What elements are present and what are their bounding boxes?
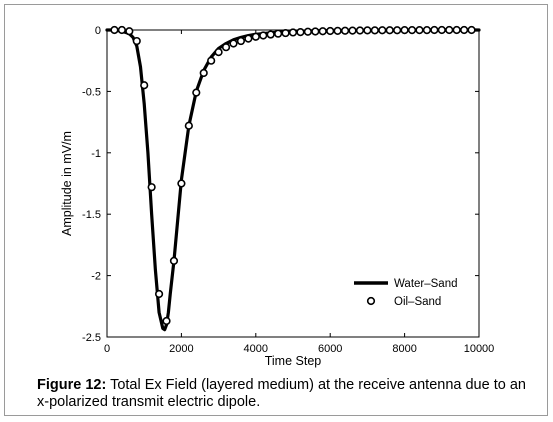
caption-text: Total Ex Field (layered medium) at the r…	[37, 377, 526, 410]
data-point-oil-sand	[340, 26, 350, 35]
data-point-oil-sand	[125, 27, 134, 36]
data-point-oil-sand	[259, 31, 268, 40]
data-point-oil-sand	[452, 25, 461, 35]
data-layer	[105, 25, 481, 332]
data-point-oil-sand	[407, 26, 417, 35]
x-tick-label: 6000	[318, 343, 342, 355]
legend: Water–Sand Oil–Sand	[354, 278, 458, 308]
figure-frame: 0 2000 4000 6000 8000 10000 0 -0.5 -1 -1.5 -2 -2.5 …	[4, 4, 548, 416]
data-point-oil-sand	[348, 26, 357, 35]
data-point-oil-sand	[281, 28, 290, 38]
data-point-oil-sand	[422, 26, 432, 35]
legend-marker-symbol	[366, 296, 376, 306]
data-point-oil-sand	[333, 26, 342, 35]
data-point-oil-sand	[318, 27, 327, 36]
data-point-oil-sand	[460, 25, 469, 35]
figure-caption: Figure 12: Total Ex Field (layered mediu…	[37, 377, 537, 411]
data-point-oil-sand	[192, 88, 201, 97]
data-point-oil-sand	[177, 179, 186, 188]
data-point-oil-sand	[266, 30, 275, 39]
data-point-oil-sand	[184, 121, 193, 130]
data-point-oil-sand	[467, 25, 476, 35]
x-tick-label: 0	[104, 343, 110, 355]
data-point-oil-sand	[236, 36, 246, 46]
y-tick-label: -2.5	[82, 332, 101, 344]
x-tick-label: 10000	[464, 343, 495, 355]
caption-label: Figure 12:	[37, 377, 107, 393]
data-point-oil-sand	[207, 56, 216, 65]
data-point-oil-sand	[355, 26, 365, 35]
y-tick-label: -1	[91, 148, 101, 160]
data-point-oil-sand	[311, 27, 320, 36]
data-point-oil-sand	[415, 26, 424, 35]
data-point-oil-sand	[110, 25, 119, 35]
data-point-oil-sand	[147, 183, 156, 192]
plot-box	[106, 29, 480, 338]
data-point-oil-sand	[437, 25, 446, 35]
data-point-oil-sand	[229, 39, 238, 48]
data-point-oil-sand	[296, 27, 305, 37]
data-point-oil-sand	[132, 36, 141, 46]
legend-label: Oil–Sand	[394, 296, 441, 308]
data-point-oil-sand	[140, 81, 149, 90]
x-tick-label: 8000	[392, 343, 416, 355]
data-point-oil-sand	[214, 48, 223, 57]
data-point-oil-sand	[288, 28, 298, 37]
data-point-oil-sand	[244, 34, 253, 43]
y-tick-label: -1.5	[82, 209, 101, 221]
data-point-oil-sand	[117, 25, 126, 35]
data-point-oil-sand	[221, 43, 231, 52]
x-tick-label: 2000	[169, 343, 193, 355]
x-tick-label: 4000	[244, 343, 268, 355]
data-point-oil-sand	[378, 26, 387, 35]
data-point-oil-sand	[303, 27, 312, 36]
data-point-oil-sand	[400, 26, 409, 35]
data-point-oil-sand	[430, 25, 439, 35]
y-tick-label: -0.5	[82, 86, 101, 98]
y-tick-label: 0	[95, 25, 101, 37]
data-point-oil-sand	[370, 26, 379, 35]
data-point-oil-sand	[162, 316, 171, 326]
data-point-oil-sand	[154, 289, 164, 299]
data-point-oil-sand	[445, 25, 454, 35]
y-axis-label: Amplitude in mV/m	[60, 131, 74, 236]
data-point-oil-sand	[169, 256, 179, 265]
legend-label: Water–Sand	[394, 278, 458, 290]
data-point-oil-sand	[251, 32, 260, 41]
x-axis-label: Time Step	[265, 354, 322, 368]
data-point-oil-sand	[363, 26, 372, 35]
data-point-oil-sand	[385, 26, 394, 35]
data-point-oil-sand	[326, 26, 335, 36]
data-point-oil-sand	[393, 26, 402, 35]
data-point-oil-sand	[274, 29, 283, 38]
amplitude-chart: 0 2000 4000 6000 8000 100000-0.5-1-1.5-2-2.5 …	[60, 25, 495, 368]
data-point-oil-sand	[199, 68, 208, 78]
y-tick-label: -2	[91, 271, 101, 283]
